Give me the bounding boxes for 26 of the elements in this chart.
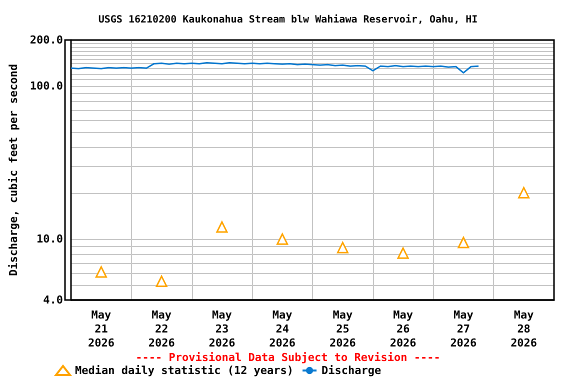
point (458, 236, 470, 248)
x-tick-label: May 24 2026 (269, 308, 296, 350)
x-tick-label: May 23 2026 (208, 308, 236, 350)
text: ---- Provisional Data Subject to Revision ---- (136, 351, 440, 364)
legend-label: Median daily statistic (12 years) (75, 364, 294, 377)
x-tick-label: May 28 2026 (510, 308, 538, 350)
legend-label: Discharge (322, 364, 382, 377)
x-tick-label: May 27 2026 (450, 308, 478, 350)
line-series (70, 62, 480, 74)
chart-title: USGS 16210200 Kaukonahua Stream blw Wahiawa Reservoir, Oahu, HI (98, 14, 478, 26)
point (95, 266, 107, 278)
y-tick-label: 4.0 (43, 294, 64, 306)
point (518, 186, 530, 198)
point (336, 242, 348, 254)
point (156, 276, 168, 288)
y-tick-label: 100.0 (30, 80, 64, 93)
x-tick-label: May 21 2026 (88, 308, 115, 350)
y-axis-title: Discharge, cubic feet per second (7, 64, 20, 276)
x-tick-label: May 25 2026 (329, 308, 356, 350)
point (216, 221, 228, 233)
y-tick-label: 200.0 (30, 34, 64, 46)
y-tick-label: 10.0 (36, 232, 64, 246)
x-tick-label: May 22 2026 (148, 308, 176, 350)
x-tick-label: May 26 2026 (390, 308, 417, 350)
point (276, 233, 288, 245)
point (397, 247, 409, 259)
